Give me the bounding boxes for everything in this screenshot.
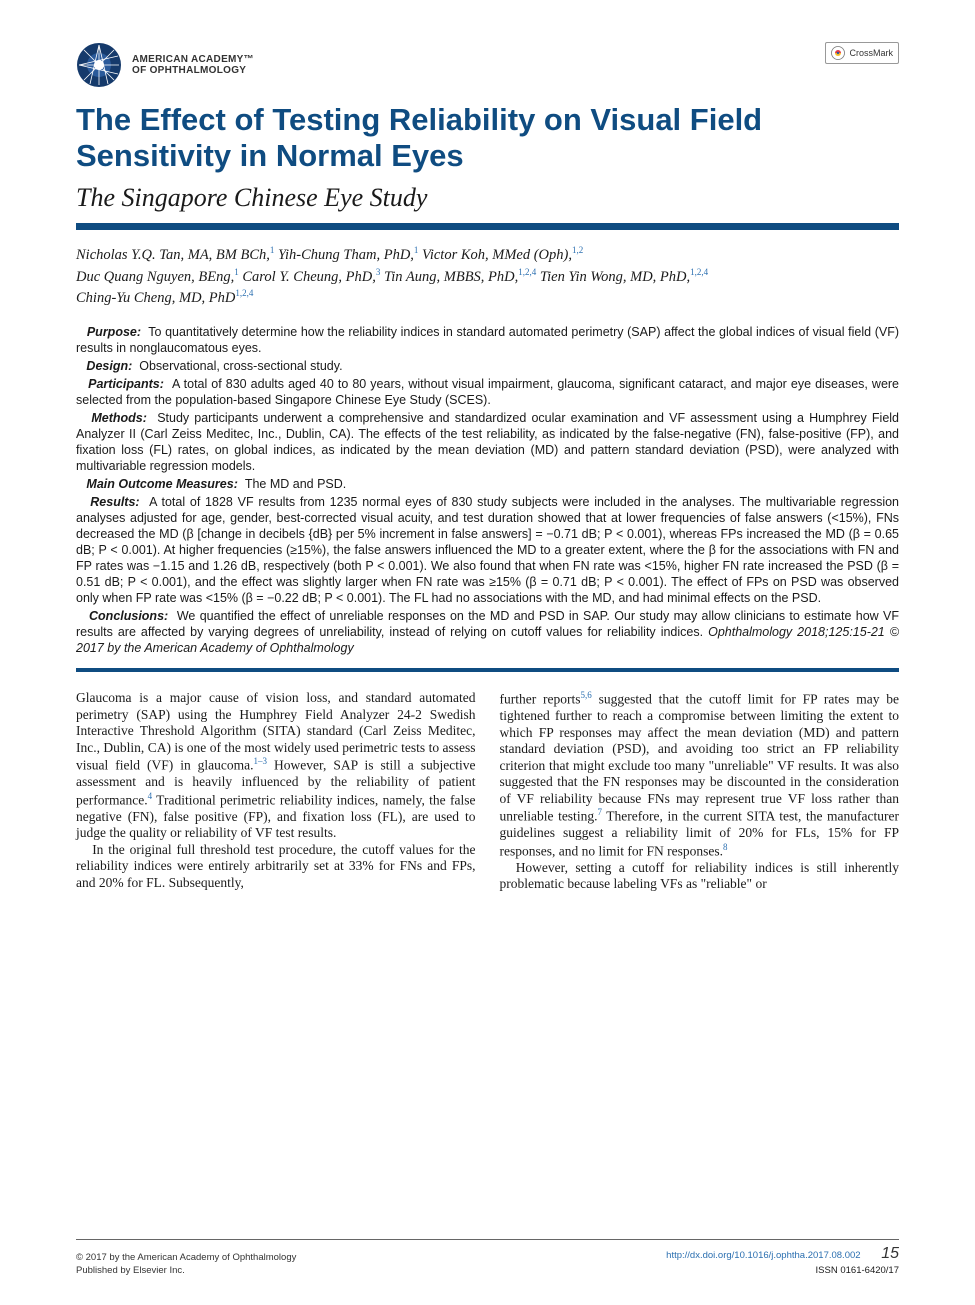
crossmark-label: CrossMark <box>849 48 893 58</box>
publisher-logo-block: AMERICAN ACADEMY™ OF OPHTHALMOLOGY <box>76 42 254 88</box>
page-header: AMERICAN ACADEMY™ OF OPHTHALMOLOGY Cross… <box>76 42 899 88</box>
abstract-participants: Participants: A total of 830 adults aged… <box>76 376 899 408</box>
abstract-methods: Methods: Study participants underwent a … <box>76 410 899 474</box>
crossmark-badge[interactable]: CrossMark <box>825 42 899 64</box>
publisher-name-line1: AMERICAN ACADEMY™ <box>132 54 254 66</box>
footer-issn: ISSN 0161-6420/17 <box>666 1265 899 1277</box>
footer-copyright: © 2017 by the American Academy of Ophtha… <box>76 1252 296 1264</box>
citation-ref[interactable]: 8 <box>723 842 728 852</box>
citation-ref[interactable]: 1–3 <box>254 756 268 766</box>
body-para-4: However, setting a cutoff for reliabilit… <box>500 860 900 893</box>
abstract-rule <box>76 668 899 672</box>
body-para-1: Glaucoma is a major cause of vision loss… <box>76 690 476 841</box>
article-subtitle: The Singapore Chinese Eye Study <box>76 183 899 213</box>
page-number: 15 <box>881 1245 899 1262</box>
publisher-name: AMERICAN ACADEMY™ OF OPHTHALMOLOGY <box>132 54 254 77</box>
footer-left: © 2017 by the American Academy of Ophtha… <box>76 1252 296 1277</box>
footer-publisher: Published by Elsevier Inc. <box>76 1265 296 1277</box>
citation-ref[interactable]: 5,6 <box>581 690 592 700</box>
abstract-purpose: Purpose: To quantitatively determine how… <box>76 324 899 356</box>
aao-logo-icon <box>76 42 122 88</box>
page-footer: © 2017 by the American Academy of Ophtha… <box>76 1239 899 1277</box>
abstract-conclusions: Conclusions: We quantified the effect of… <box>76 608 899 656</box>
footer-doi[interactable]: http://dx.doi.org/10.1016/j.ophtha.2017.… <box>666 1250 860 1261</box>
author-list: Nicholas Y.Q. Tan, MA, BM BCh,1 Yih-Chun… <box>76 244 899 308</box>
title-rule <box>76 223 899 230</box>
crossmark-icon <box>831 46 845 60</box>
footer-right: http://dx.doi.org/10.1016/j.ophtha.2017.… <box>666 1244 899 1277</box>
abstract-block: Purpose: To quantitatively determine how… <box>76 324 899 656</box>
body-para-3: further reports5,6 suggested that the cu… <box>500 690 900 859</box>
abstract-outcome: Main Outcome Measures: The MD and PSD. <box>76 476 899 492</box>
abstract-results: Results: A total of 1828 VF results from… <box>76 494 899 606</box>
body-para-2: In the original full threshold test proc… <box>76 842 476 891</box>
abstract-design: Design: Observational, cross-sectional s… <box>76 358 899 374</box>
article-body: Glaucoma is a major cause of vision loss… <box>76 690 899 892</box>
publisher-name-line2: OF OPHTHALMOLOGY <box>132 65 254 77</box>
article-title: The Effect of Testing Reliability on Vis… <box>76 102 899 173</box>
